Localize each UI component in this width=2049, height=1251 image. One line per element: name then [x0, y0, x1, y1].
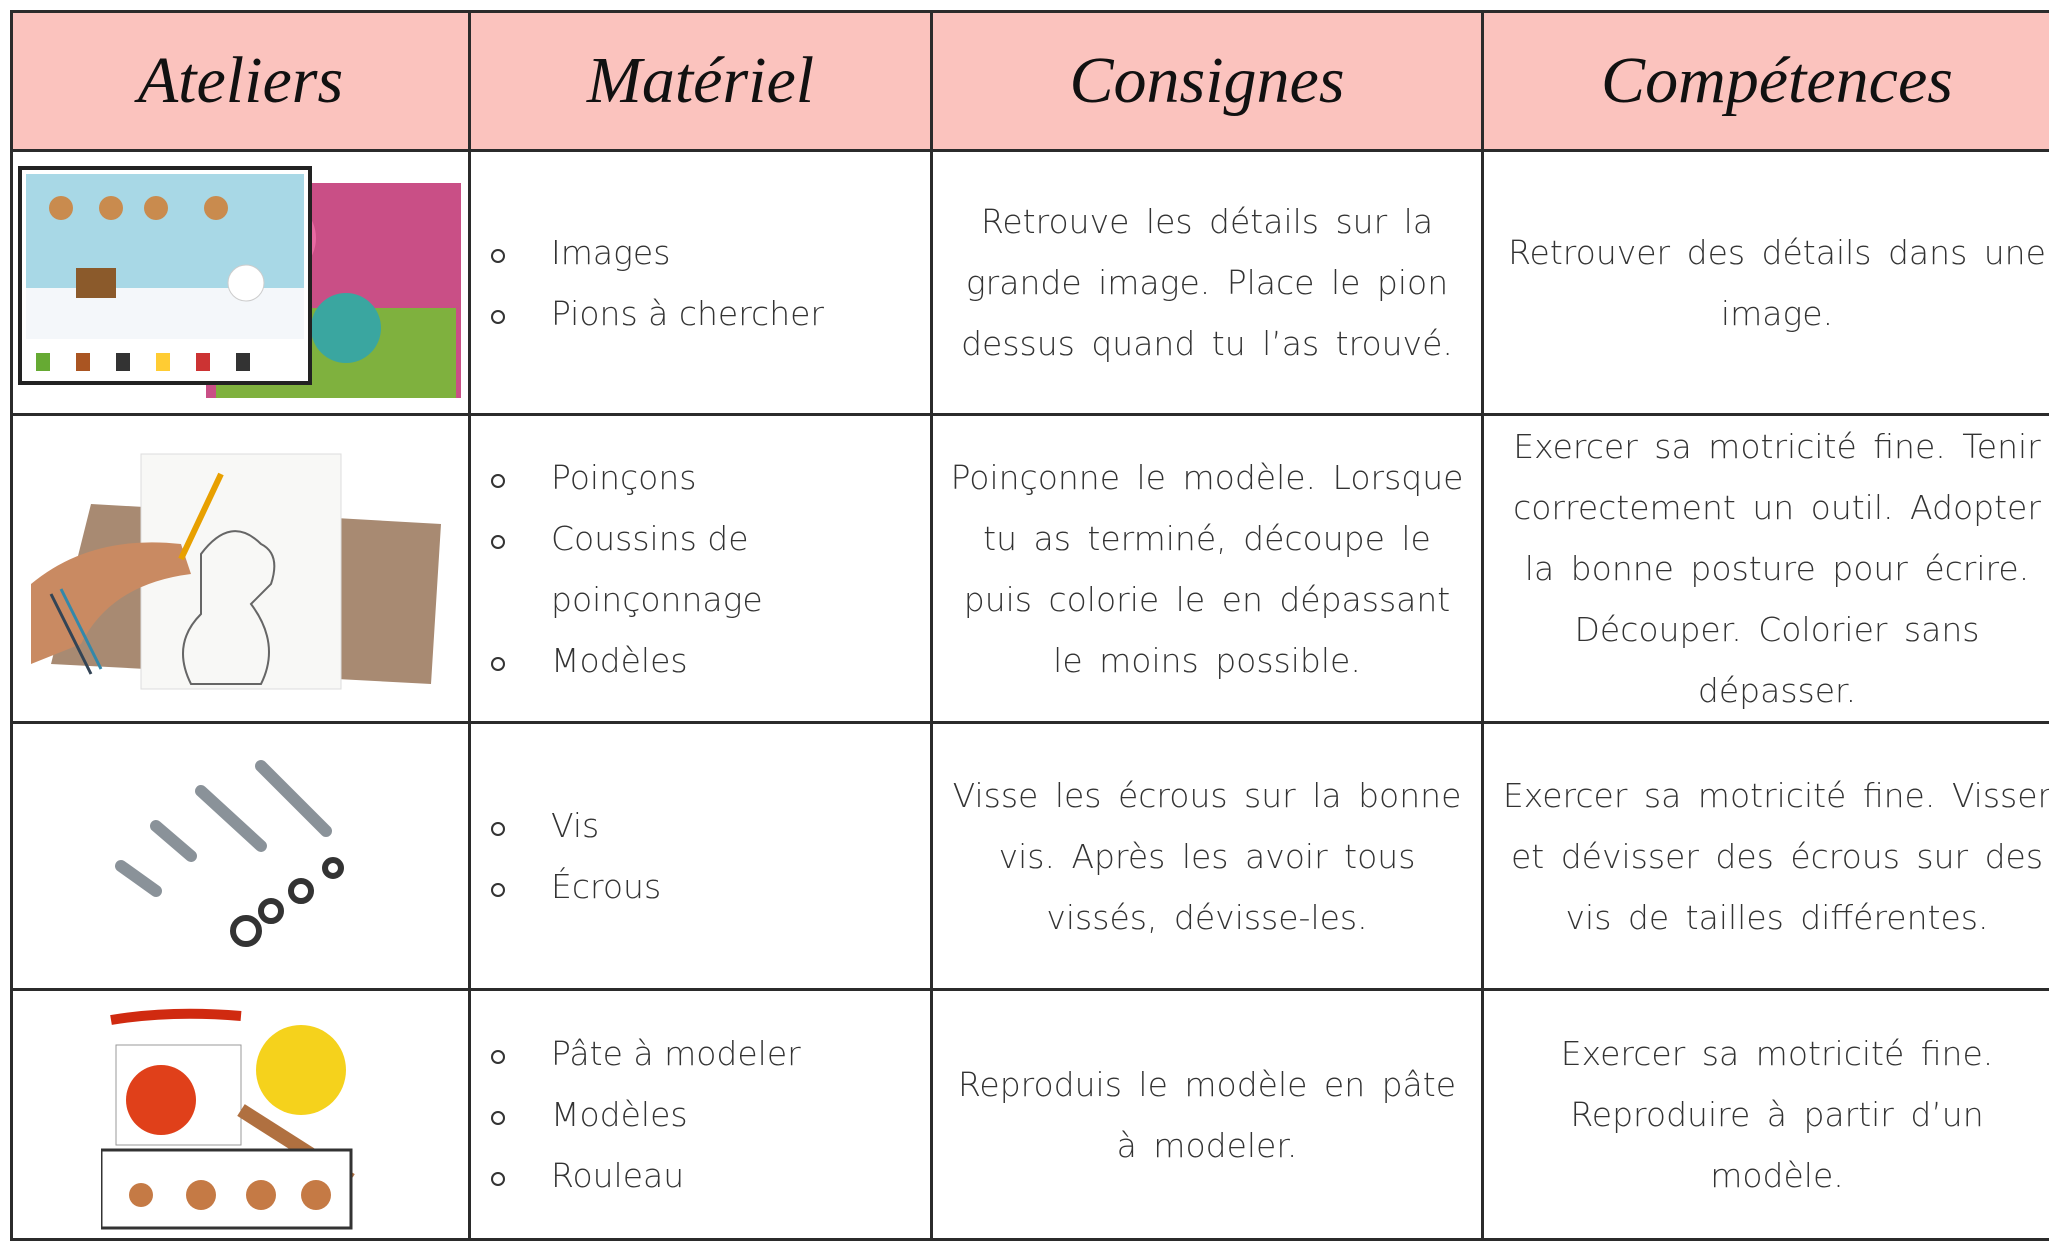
table-body: Images Pions à chercher Retrouve les détai…	[10, 149, 2049, 1241]
instruction-text: Retrouve les détails sur la grande image…	[961, 202, 1453, 363]
illustration-cell	[10, 721, 471, 991]
material-item: Modèles	[491, 1084, 930, 1145]
skills-text: Exercer sa motricité fine. Visser et dév…	[1502, 775, 2049, 937]
table-row: Vis Écrous Visse les écrous sur la bonne v…	[10, 721, 2049, 991]
table-row: Pâte à modeler Modèles Rouleau Reproduis le…	[10, 988, 2049, 1241]
page: Ateliers Matériel Consignes Compétences Ima…	[10, 10, 2049, 1241]
skills-text: Exercer sa motricité fine. Tenir correct…	[1513, 427, 2041, 710]
materials-cell: Images Pions à chercher	[468, 149, 933, 416]
column-header: Compétences	[1481, 10, 2049, 152]
skills-cell: Retrouver des détails dans une image.	[1481, 149, 2049, 416]
illustration	[17, 165, 461, 398]
materials-cell: Vis Écrous	[468, 721, 933, 991]
column-header: Consignes	[930, 10, 1484, 152]
materials-list: Vis Écrous	[471, 795, 930, 917]
material-item: Rouleau	[491, 1145, 930, 1206]
skills-text: Exercer sa motricité fine. Reproduire à …	[1560, 1034, 1994, 1195]
column-header: Matériel	[468, 10, 933, 152]
table-row: Poinçons Coussins de poinçonnage Modèles Po…	[10, 413, 2049, 724]
illustration	[114, 760, 344, 947]
header-row: Ateliers Matériel Consignes Compétences	[10, 10, 2049, 152]
instruction-cell: Poinçonne le modèle. Lorsque tu as termi…	[930, 413, 1484, 724]
material-item: Poinçons	[491, 447, 930, 508]
instruction-cell: Reproduis le modèle en pâte à modeler.	[930, 988, 1484, 1241]
instruction-cell: Visse les écrous sur la bonne vis. Après…	[930, 721, 1484, 991]
material-item: Pâte à modeler	[491, 1023, 930, 1084]
material-item: Écrous	[491, 856, 930, 917]
table-row: Images Pions à chercher Retrouve les détai…	[10, 149, 2049, 416]
materials-list: Images Pions à chercher	[471, 222, 930, 344]
skills-cell: Exercer sa motricité fine. Visser et dév…	[1481, 721, 2049, 991]
illustration	[30, 453, 441, 689]
column-header: Ateliers	[10, 10, 471, 152]
skills-cell: Exercer sa motricité fine. Tenir correct…	[1481, 413, 2049, 724]
workshop-table: Ateliers Matériel Consignes Compétences Ima…	[10, 10, 2049, 1241]
material-item: Coussins de poinçonnage	[491, 508, 930, 630]
materials-list: Pâte à modeler Modèles Rouleau	[471, 1023, 930, 1206]
illustration	[100, 1008, 355, 1229]
illustration-cell	[10, 988, 471, 1241]
material-item: Images	[491, 222, 930, 283]
instruction-text: Visse les écrous sur la bonne vis. Après…	[952, 775, 1462, 937]
materials-cell: Poinçons Coussins de poinçonnage Modèles	[468, 413, 933, 724]
skills-text: Retrouver des détails dans une image.	[1508, 232, 2046, 333]
illustration-cell	[10, 149, 471, 416]
instruction-cell: Retrouve les détails sur la grande image…	[930, 149, 1484, 416]
instruction-text: Reproduis le modèle en pâte à modeler.	[957, 1064, 1457, 1165]
skills-cell: Exercer sa motricité fine. Reproduire à …	[1481, 988, 2049, 1241]
instruction-text: Poinçonne le modèle. Lorsque tu as termi…	[950, 457, 1464, 680]
material-item: Pions à chercher	[491, 283, 930, 344]
illustration-cell	[10, 413, 471, 724]
material-item: Modèles	[491, 630, 930, 691]
materials-list: Poinçons Coussins de poinçonnage Modèles	[471, 447, 930, 691]
materials-cell: Pâte à modeler Modèles Rouleau	[468, 988, 933, 1241]
material-item: Vis	[491, 795, 930, 856]
